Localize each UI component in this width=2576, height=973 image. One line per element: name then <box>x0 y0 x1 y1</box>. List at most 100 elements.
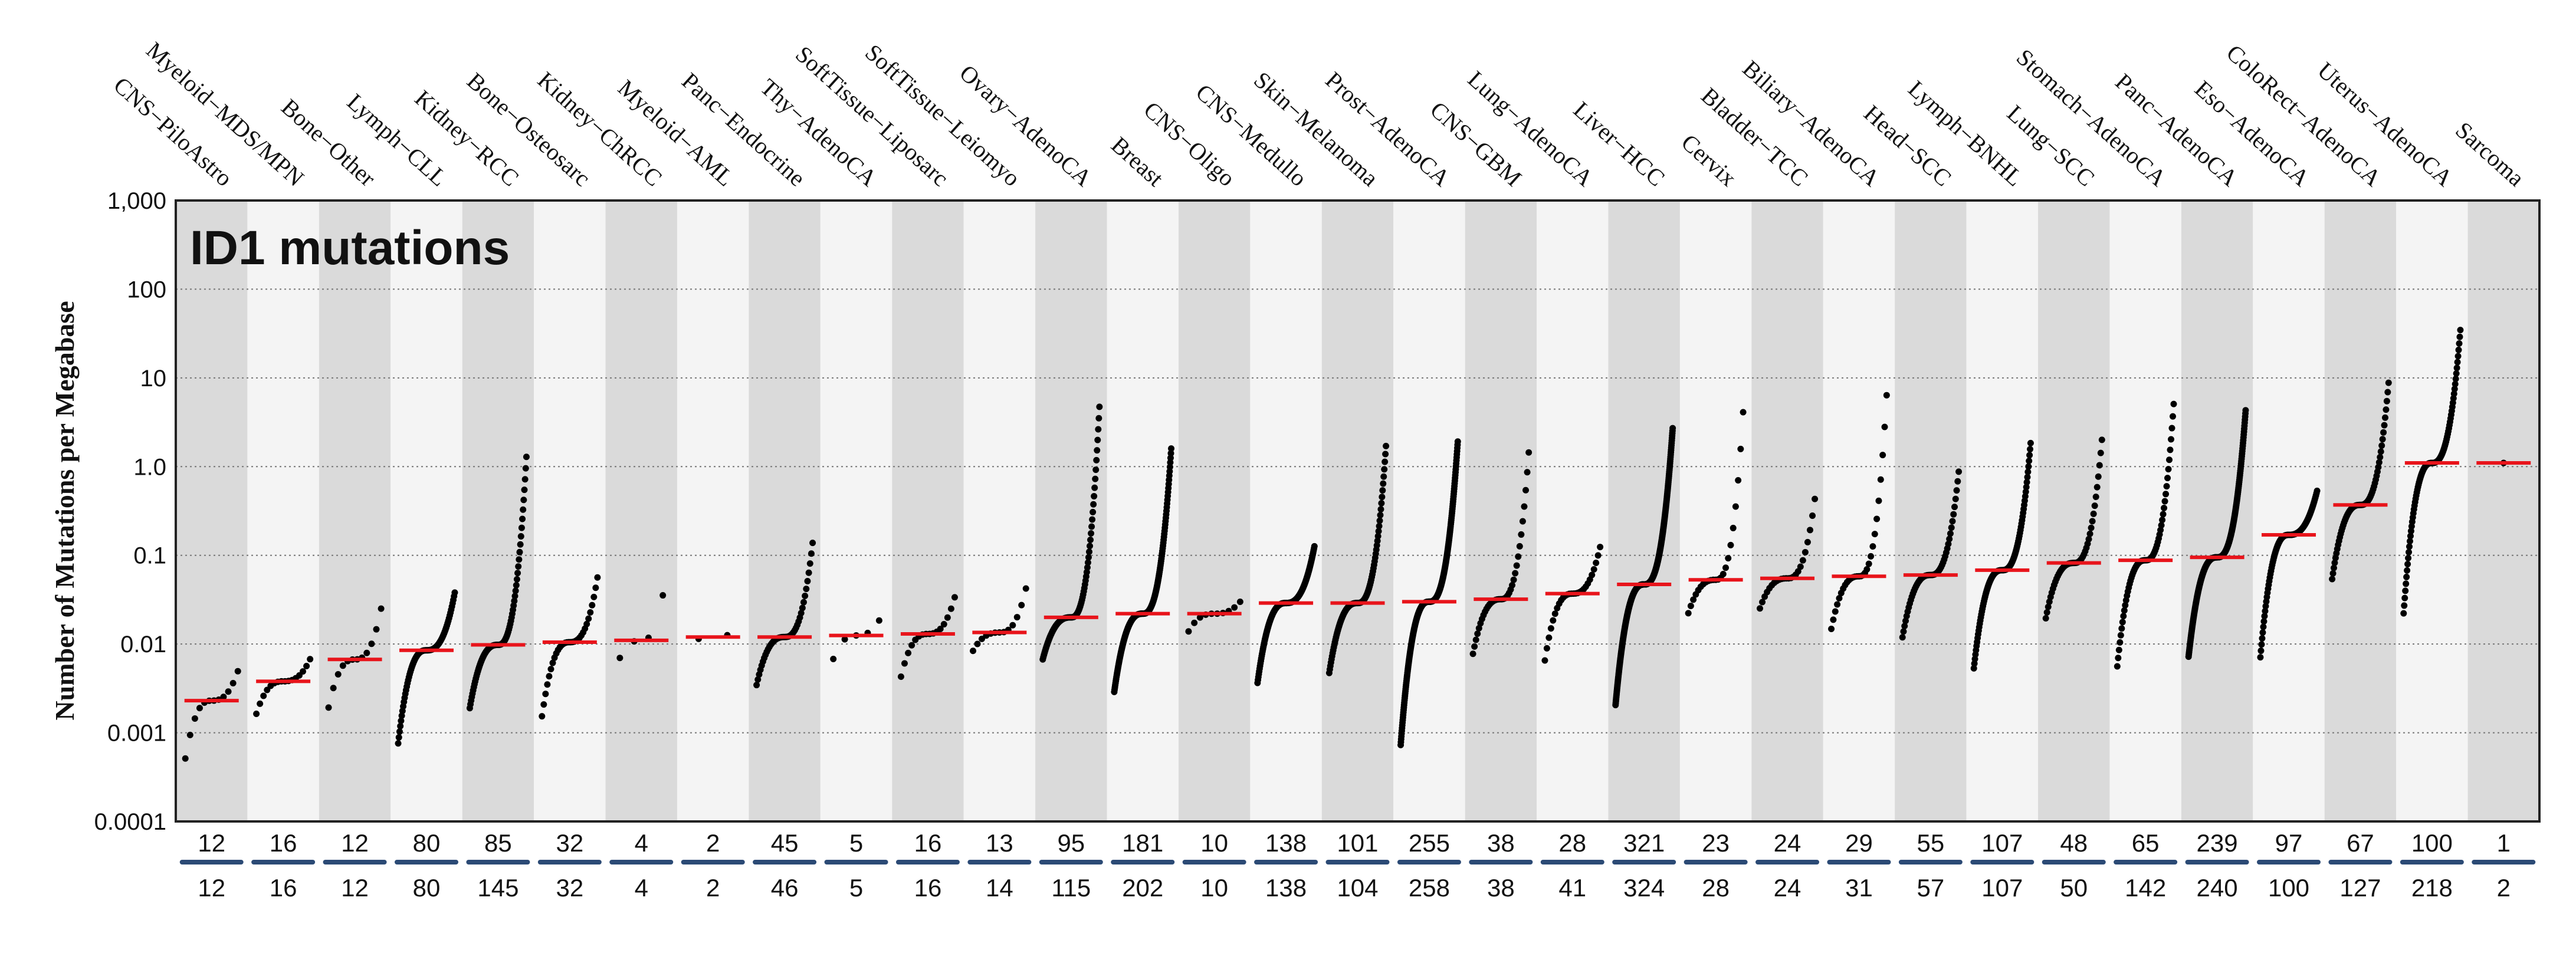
data-point <box>1690 596 1697 603</box>
data-point <box>2168 425 2175 432</box>
data-point <box>804 578 811 585</box>
data-point <box>1900 628 1907 635</box>
data-point <box>1091 492 1098 499</box>
column-band <box>1608 200 1680 821</box>
mutated-count: 29 <box>1845 829 1873 857</box>
data-point <box>225 688 232 695</box>
total-count: 240 <box>2197 874 2238 902</box>
data-point <box>754 676 762 683</box>
total-count: 10 <box>1200 874 1228 902</box>
data-point <box>583 620 590 627</box>
data-point <box>2092 494 2099 501</box>
data-point <box>659 592 667 599</box>
data-point <box>808 550 815 557</box>
total-count: 100 <box>2268 874 2309 902</box>
data-point <box>520 497 527 504</box>
data-point <box>1091 484 1098 491</box>
mutated-count: 45 <box>771 829 799 857</box>
data-point <box>1009 622 1016 629</box>
data-point <box>2122 601 2129 609</box>
data-point <box>516 548 523 555</box>
data-point <box>1669 425 1676 432</box>
data-point <box>2379 436 2386 443</box>
column-band <box>247 200 319 821</box>
data-point <box>1382 451 1389 458</box>
data-point <box>1947 530 1954 537</box>
mutated-count: 100 <box>2411 829 2453 857</box>
data-point <box>1018 601 1025 609</box>
data-point <box>2163 483 2170 490</box>
total-count: 28 <box>1702 874 1730 902</box>
data-point <box>512 587 519 594</box>
mutated-count: 65 <box>2132 829 2160 857</box>
data-point <box>1380 473 1387 480</box>
data-point <box>2258 641 2265 648</box>
data-point <box>1869 543 1876 550</box>
data-point <box>947 605 954 612</box>
mutated-count: 55 <box>1917 829 1945 857</box>
total-count: 50 <box>2060 874 2088 902</box>
data-point <box>1735 477 1742 484</box>
data-point <box>522 465 529 472</box>
data-point <box>2261 613 2268 620</box>
data-point <box>1725 555 1732 562</box>
data-point <box>229 680 237 687</box>
data-point <box>1472 636 1479 643</box>
data-point <box>1509 581 1516 589</box>
data-point <box>1191 619 1198 626</box>
data-point <box>1948 524 1955 531</box>
data-point <box>1799 557 1806 564</box>
data-point <box>521 476 529 483</box>
data-point <box>1868 553 1875 560</box>
column-band <box>1679 200 1752 821</box>
data-point <box>2331 559 2338 566</box>
data-point <box>1374 537 1381 544</box>
data-point <box>1311 543 1318 550</box>
data-point <box>1454 438 1461 445</box>
data-point <box>1518 531 1525 538</box>
total-count: 5 <box>849 874 863 902</box>
data-point <box>334 670 342 678</box>
data-point <box>1759 599 1766 606</box>
data-point <box>897 673 904 680</box>
data-point <box>516 556 523 563</box>
data-point <box>1594 552 1602 559</box>
data-point <box>2157 527 2164 534</box>
data-point <box>2170 400 2177 407</box>
data-point <box>590 593 598 600</box>
data-point <box>1095 426 1102 433</box>
data-point <box>1525 449 1533 456</box>
data-point <box>803 586 810 593</box>
data-point <box>978 635 985 642</box>
mutated-count: 13 <box>986 829 1013 857</box>
data-point <box>1730 524 1737 531</box>
total-count: 16 <box>914 874 942 902</box>
data-point <box>1469 650 1476 658</box>
total-count: 31 <box>1845 874 1873 902</box>
data-point <box>2045 603 2052 610</box>
data-point <box>1687 602 1694 609</box>
mutated-count: 2 <box>706 829 720 857</box>
mutated-count: 5 <box>849 829 863 857</box>
total-count: 24 <box>1774 874 1801 902</box>
mutated-count: 181 <box>1122 829 1163 857</box>
y-tick-labels: 1,000 100 10 1.0 0.1 0.01 0.001 0.0001 <box>94 188 166 835</box>
column-band <box>1823 200 1895 821</box>
data-point <box>451 589 458 596</box>
total-count: 324 <box>1623 874 1665 902</box>
data-point <box>2242 407 2249 414</box>
data-point <box>1231 604 1238 611</box>
data-point <box>2162 491 2170 498</box>
category-labels: CNS−PiloAstroMyeloid−MDS/MPNBone−OtherLy… <box>109 37 2529 192</box>
data-point <box>1756 605 1763 612</box>
total-count: 12 <box>198 874 225 902</box>
data-point <box>1806 527 1813 534</box>
mutated-count: 321 <box>1623 829 1665 857</box>
data-point <box>1521 503 1528 510</box>
data-point <box>2116 639 2124 646</box>
data-point <box>2097 449 2104 456</box>
y-tick-label: 100 <box>127 277 166 303</box>
total-count: 4 <box>635 874 648 902</box>
data-point <box>1471 643 1478 650</box>
